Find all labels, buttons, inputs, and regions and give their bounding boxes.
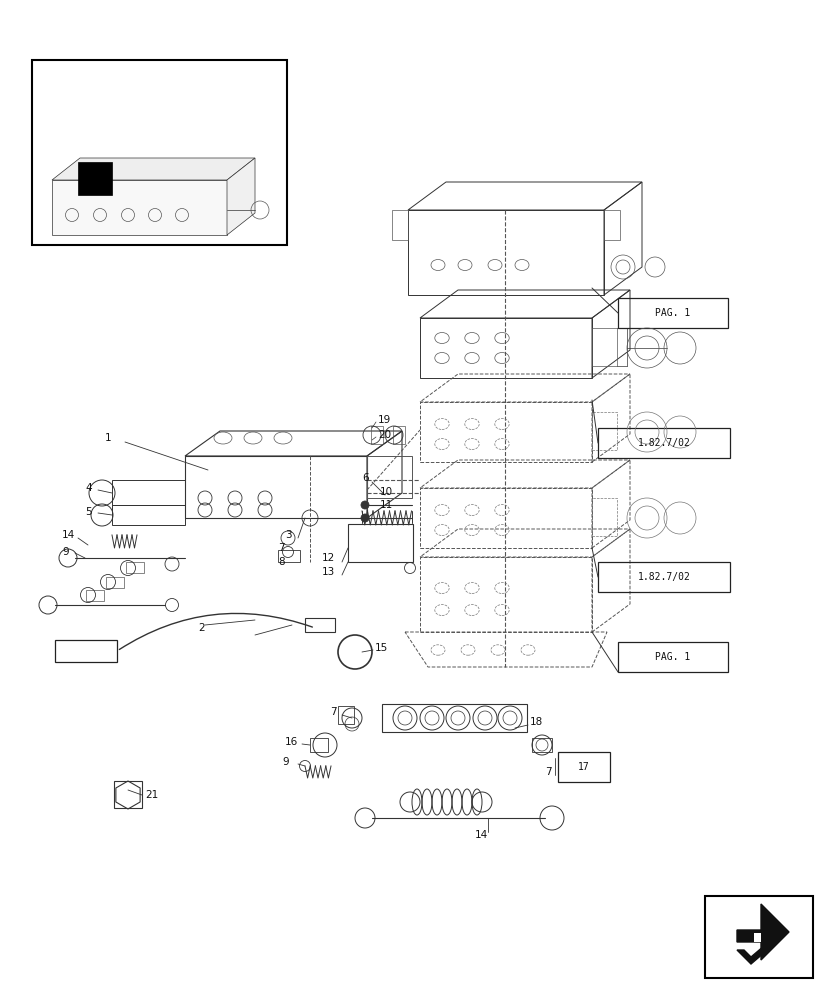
Bar xyxy=(370,426,383,444)
Bar xyxy=(381,704,526,732)
Text: 2: 2 xyxy=(198,623,204,633)
Text: 6: 6 xyxy=(361,473,368,483)
Bar xyxy=(617,642,727,672)
Text: 16: 16 xyxy=(284,737,298,747)
Polygon shape xyxy=(78,162,112,195)
Bar xyxy=(366,456,412,498)
Circle shape xyxy=(361,501,369,509)
Text: 7: 7 xyxy=(330,707,337,717)
Bar xyxy=(32,60,287,245)
Bar xyxy=(704,896,812,978)
Text: 9: 9 xyxy=(282,757,289,767)
Bar xyxy=(591,412,616,450)
Text: 21: 21 xyxy=(145,790,158,800)
Text: 14: 14 xyxy=(62,530,75,540)
Bar xyxy=(557,752,609,782)
Circle shape xyxy=(361,514,369,522)
Bar xyxy=(55,640,117,662)
Text: 7: 7 xyxy=(278,543,284,553)
Text: 3: 3 xyxy=(284,530,291,540)
Text: 11: 11 xyxy=(380,500,393,510)
Bar xyxy=(114,781,141,808)
Polygon shape xyxy=(52,180,227,235)
Bar xyxy=(532,738,552,752)
Bar xyxy=(106,576,124,587)
Bar xyxy=(597,428,729,458)
Text: PAG. 1: PAG. 1 xyxy=(655,652,690,662)
Text: PAG. 1: PAG. 1 xyxy=(655,308,690,318)
Text: 5: 5 xyxy=(85,507,92,517)
Text: 9: 9 xyxy=(62,547,69,557)
Bar xyxy=(393,426,404,444)
Text: 17: 17 xyxy=(577,762,589,772)
Text: 14: 14 xyxy=(475,830,488,840)
Text: 7: 7 xyxy=(544,767,551,777)
Polygon shape xyxy=(736,904,788,960)
Bar xyxy=(126,562,144,573)
Bar xyxy=(597,562,729,592)
Bar xyxy=(591,498,616,536)
Polygon shape xyxy=(52,158,255,180)
Text: 15: 15 xyxy=(375,643,388,653)
Text: 10: 10 xyxy=(380,487,393,497)
Bar xyxy=(86,589,104,600)
Text: 8: 8 xyxy=(278,557,284,567)
Polygon shape xyxy=(227,158,255,235)
Text: 18: 18 xyxy=(529,717,543,727)
Bar xyxy=(278,550,299,562)
Text: 12: 12 xyxy=(322,553,335,563)
Text: 20: 20 xyxy=(378,430,390,440)
Text: 1.82.7/02: 1.82.7/02 xyxy=(637,572,690,582)
Bar xyxy=(309,738,327,752)
Polygon shape xyxy=(753,933,760,942)
Polygon shape xyxy=(736,940,778,964)
Bar xyxy=(337,706,354,724)
Text: 1: 1 xyxy=(105,433,112,443)
Bar xyxy=(591,328,616,366)
Text: 13: 13 xyxy=(322,567,335,577)
Text: 1.82.7/02: 1.82.7/02 xyxy=(637,438,690,448)
Text: 4: 4 xyxy=(85,483,92,493)
Text: 19: 19 xyxy=(378,415,391,425)
Bar xyxy=(617,298,727,328)
